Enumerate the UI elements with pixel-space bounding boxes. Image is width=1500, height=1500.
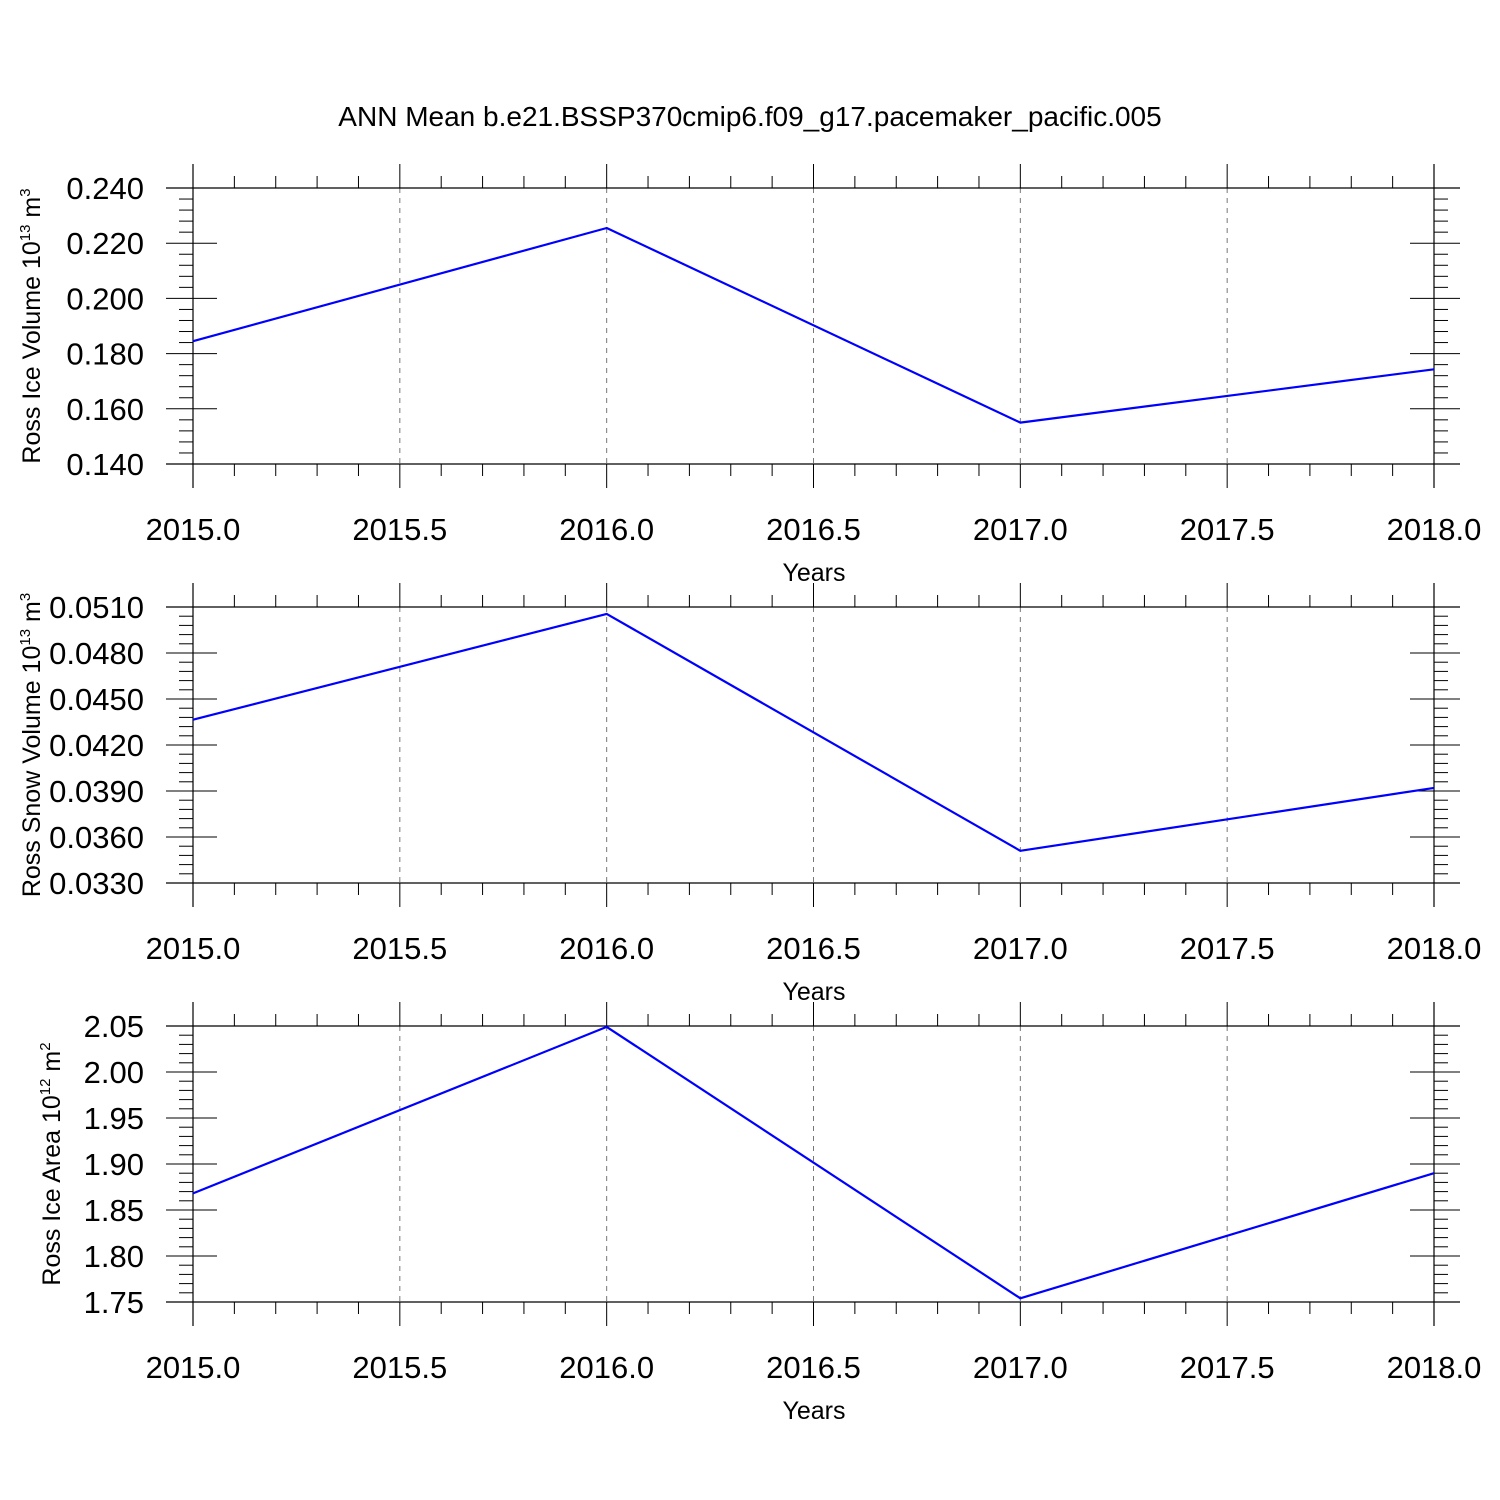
y-tick-label: 0.0360 <box>49 820 144 855</box>
y-tick-label: 0.0420 <box>49 728 144 763</box>
x-tick-label: 2018.0 <box>1387 931 1482 966</box>
x-tick-label: 2017.0 <box>973 931 1068 966</box>
x-tick-label: 2016.5 <box>766 931 861 966</box>
panels: 0.140 0.160 0.180 0.200 0.220 0.240 2015.0 2015… <box>17 164 1481 1425</box>
x-tick-label: 2015.0 <box>146 931 241 966</box>
panel-3: 1.75 1.80 1.85 1.90 1.95 2.00 2.05 2015.0 2015.5… <box>37 1002 1481 1425</box>
y-axis-label: Ross Snow Volume 1013 m3 <box>17 593 46 897</box>
x-tick-label: 2017.5 <box>1180 1350 1275 1385</box>
x-tick-label: 2016.5 <box>766 1350 861 1385</box>
y-tick-label: 1.90 <box>84 1147 144 1182</box>
y-tick-label: 2.00 <box>84 1055 144 1090</box>
x-tick-label: 2017.0 <box>973 512 1068 547</box>
y-tick-label: 0.0330 <box>49 866 144 901</box>
x-tick-label: 2015.0 <box>146 512 241 547</box>
y-tick-label: 0.0480 <box>49 636 144 671</box>
x-tick-label: 2018.0 <box>1387 1350 1482 1385</box>
x-axis-label: Years <box>782 559 845 587</box>
x-tick-label: 2016.5 <box>766 512 861 547</box>
x-tick-label: 2015.0 <box>146 1350 241 1385</box>
y-tick-label: 0.0510 <box>49 590 144 625</box>
x-tick-label: 2016.0 <box>559 1350 654 1385</box>
series-line <box>192 1025 1435 1300</box>
series-line <box>192 612 1435 852</box>
figure-title: ANN Mean b.e21.BSSP370cmip6.f09_g17.pace… <box>338 101 1161 132</box>
y-tick-label: 1.80 <box>84 1239 144 1274</box>
x-axis-label: Years <box>782 978 845 1006</box>
series-line <box>192 226 1435 424</box>
x-tick-label: 2017.5 <box>1180 512 1275 547</box>
y-tick-label: 1.85 <box>84 1193 144 1228</box>
x-tick-label: 2016.0 <box>559 931 654 966</box>
y-tick-label: 1.75 <box>84 1285 144 1320</box>
y-tick-label: 0.140 <box>66 447 144 482</box>
panel-1: 0.140 0.160 0.180 0.200 0.220 0.240 2015.0 2015… <box>17 164 1481 587</box>
x-tick-label: 2015.5 <box>352 931 447 966</box>
y-tick-label: 1.95 <box>84 1101 144 1136</box>
x-tick-label: 2015.5 <box>352 1350 447 1385</box>
panel-2: 0.0330 0.0360 0.0390 0.0420 0.0450 0.0480 0.05… <box>17 583 1481 1006</box>
x-tick-label: 2018.0 <box>1387 512 1482 547</box>
y-tick-label: 0.160 <box>66 392 144 427</box>
y-tick-label: 0.0390 <box>49 774 144 809</box>
y-axis-label: Ross Ice Area 1012 m2 <box>37 1042 66 1285</box>
x-tick-label: 2017.0 <box>973 1350 1068 1385</box>
x-tick-label: 2015.5 <box>352 512 447 547</box>
x-axis-label: Years <box>782 1397 845 1425</box>
y-tick-label: 0.240 <box>66 171 144 206</box>
y-tick-label: 0.180 <box>66 337 144 372</box>
y-axis-label: Ross Ice Volume 1013 m3 <box>17 188 46 463</box>
x-tick-label: 2017.5 <box>1180 931 1275 966</box>
y-tick-label: 0.220 <box>66 226 144 261</box>
y-tick-label: 0.0450 <box>49 682 144 717</box>
x-tick-label: 2016.0 <box>559 512 654 547</box>
y-tick-label: 2.05 <box>84 1009 144 1044</box>
y-tick-label: 0.200 <box>66 281 144 316</box>
